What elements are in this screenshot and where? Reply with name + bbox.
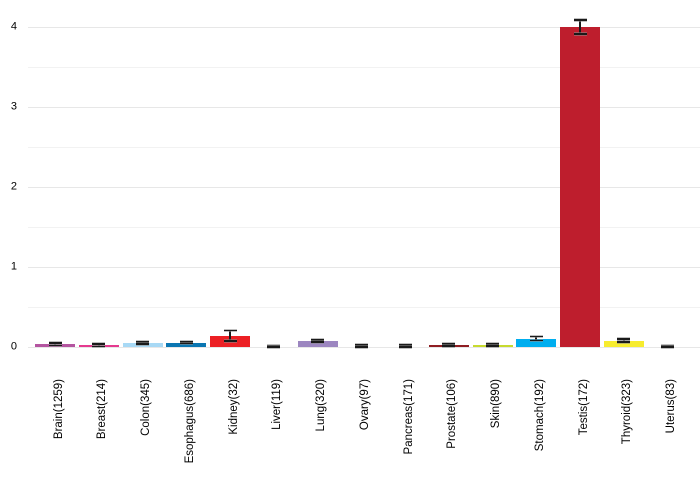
bar-lung xyxy=(297,341,338,347)
error-cap-top-brain xyxy=(48,342,62,344)
gridline-major xyxy=(28,266,700,268)
error-cap-bottom-uterus xyxy=(661,346,674,348)
gridline-minor xyxy=(28,146,700,148)
error-cap-bottom-colon xyxy=(136,343,149,346)
x-tick-label-brain: Brain(1259) xyxy=(52,379,65,440)
error-cap-top-thyroid xyxy=(617,338,631,340)
error-bar-skin xyxy=(491,344,494,347)
error-cap-top-skin xyxy=(486,343,499,346)
bar-testis xyxy=(560,27,600,347)
error-cap-bottom-skin xyxy=(486,345,499,348)
error-cap-bottom-prostate xyxy=(442,344,456,347)
error-bar-esophagus xyxy=(185,341,188,344)
error-cap-bottom-ovary xyxy=(354,346,368,349)
error-cap-top-ovary xyxy=(354,344,368,347)
bar-esophagus xyxy=(166,342,207,347)
x-tick-label-uterus: Uterus(83) xyxy=(665,379,677,434)
error-bar-testis xyxy=(579,20,581,34)
error-bar-prostate xyxy=(447,343,450,346)
error-cap-bottom-lung xyxy=(311,341,324,344)
y-tick-label: 4 xyxy=(10,20,17,33)
x-tick-label-prostate: Prostate(106) xyxy=(446,379,459,449)
y-tick-label: 0 xyxy=(10,340,17,353)
y-tick-label: 1 xyxy=(10,260,17,273)
error-cap-top-uterus xyxy=(661,344,674,347)
gridline-major xyxy=(28,26,700,28)
x-tick-label-skin: Skin(890) xyxy=(490,379,502,429)
error-cap-bottom-breast xyxy=(92,345,106,348)
gridline-minor xyxy=(28,66,700,68)
bar-stomach xyxy=(516,338,557,347)
error-cap-bottom-esophagus xyxy=(179,342,193,345)
gridline-minor xyxy=(28,306,700,308)
x-tick-label-kidney: Kidney(32) xyxy=(227,379,240,435)
gridline-minor xyxy=(28,226,700,228)
x-tick-label-esophagus: Esophagus(686) xyxy=(183,379,196,464)
x-tick-label-thyroid: Thyroid(323) xyxy=(621,379,634,445)
x-tick-label-liver: Liver(119) xyxy=(271,379,284,430)
error-cap-top-pancreas xyxy=(398,344,412,347)
x-tick-label-ovary: Ovary(97) xyxy=(358,379,371,431)
error-cap-bottom-testis xyxy=(573,32,587,35)
error-bar-stomach xyxy=(535,336,538,341)
x-tick-label-stomach: Stomach(192) xyxy=(533,379,546,452)
error-bar-breast xyxy=(97,344,100,347)
error-cap-bottom-thyroid xyxy=(617,341,631,344)
error-cap-bottom-kidney xyxy=(223,340,237,342)
y-tick-label: 2 xyxy=(10,180,17,193)
gridline-major xyxy=(28,186,700,188)
bar-thyroid xyxy=(603,340,644,347)
error-cap-bottom-stomach xyxy=(529,339,543,342)
error-bar-ovary xyxy=(360,345,363,348)
error-bar-pancreas xyxy=(404,345,406,348)
error-cap-top-esophagus xyxy=(179,340,193,343)
error-cap-top-stomach xyxy=(529,335,543,338)
error-cap-bottom-pancreas xyxy=(398,346,412,349)
x-tick-label-breast: Breast(214) xyxy=(96,379,109,440)
y-tick-label: 3 xyxy=(10,100,17,113)
error-bar-brain xyxy=(54,343,56,346)
error-cap-bottom-liver xyxy=(267,346,281,348)
error-bar-kidney xyxy=(229,330,231,341)
error-bar-lung xyxy=(316,339,319,343)
error-cap-top-breast xyxy=(92,343,106,346)
error-cap-top-testis xyxy=(573,19,587,22)
x-tick-label-lung: Lung(320) xyxy=(315,379,327,432)
error-cap-bottom-brain xyxy=(48,344,62,347)
error-cap-top-lung xyxy=(311,338,324,341)
x-tick-label-testis: Testis(172) xyxy=(577,379,590,436)
error-bar-colon xyxy=(141,341,144,345)
error-cap-top-liver xyxy=(267,344,281,347)
error-bar-thyroid xyxy=(622,339,625,343)
error-cap-top-colon xyxy=(136,340,149,343)
gridline-major xyxy=(28,106,700,108)
x-tick-label-pancreas: Pancreas(171) xyxy=(402,379,415,455)
error-cap-top-kidney xyxy=(223,329,237,332)
error-cap-top-prostate xyxy=(442,342,456,345)
x-tick-label-colon: Colon(345) xyxy=(140,379,152,436)
